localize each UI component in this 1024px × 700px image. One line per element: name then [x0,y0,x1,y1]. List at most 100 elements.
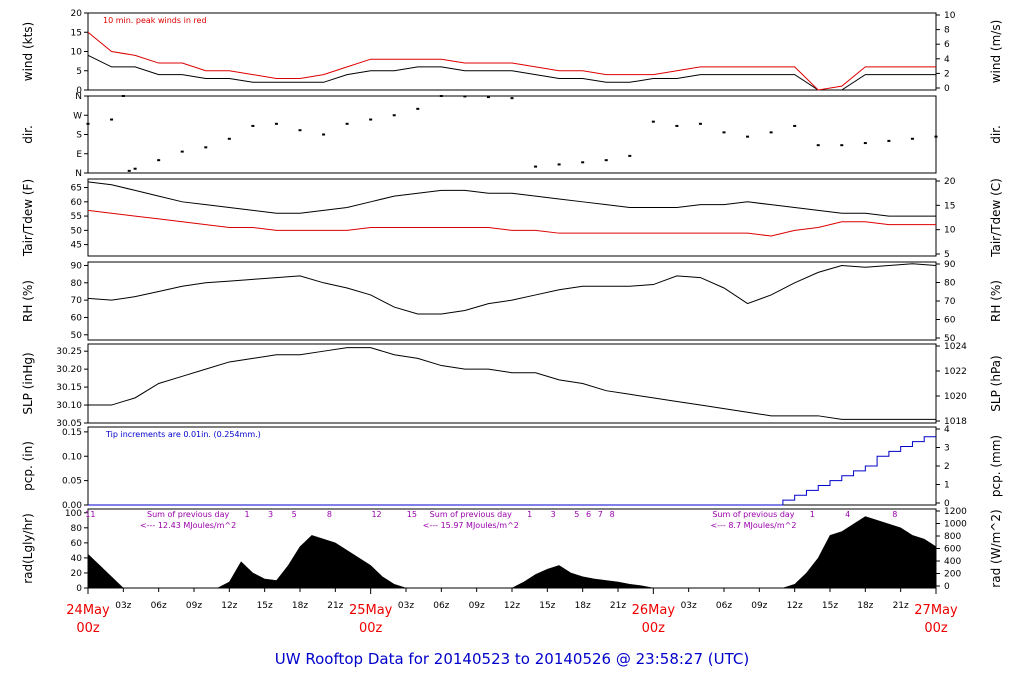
x-tick-label: 18z [857,601,873,611]
dir-point [581,161,585,164]
x-date-sub-label: 00z [76,621,100,636]
dir-point [887,139,891,142]
x-tick-label: 09z [469,601,485,611]
y-axis-label: dir. [21,125,35,144]
panel-pcp: 0.00 0.05 0.10 0.15 0 1 2 3 4 pcp. (in) pcp. (mm) T… [21,425,1003,511]
x-date-sub-label: 00z [359,621,383,636]
sun-hour-label: 5 [292,510,297,519]
y-right-tick-label: 2 [944,462,950,472]
x-tick-label: 18z [575,601,591,611]
y-right-tick-label: 6 [944,40,950,50]
x-tick-label: 21z [893,601,909,611]
dir-point [439,95,443,97]
dir-point [157,159,161,162]
y-right-tick-label: 1 [944,481,950,491]
x-tick-label: 15z [822,601,838,611]
dir-point [180,150,184,153]
dir-point [416,107,420,110]
y-axis-label: wind (kts) [21,22,35,81]
x-tick-label: 12z [504,601,520,611]
y-tick-label: 0.05 [62,477,82,487]
dir-point [463,95,467,98]
y-tick-label: 60 [71,313,83,323]
dir-point [910,137,914,140]
y-right-tick-label: 8 [944,26,950,36]
y-tick-label: 30.15 [56,383,82,393]
y-right-tick-label: 5 [944,250,950,260]
y-right-tick-label: 4 [944,425,950,435]
dir-point [298,129,302,132]
y-tick-label: 55 [71,212,82,222]
y-right-tick-label: 3 [944,444,950,454]
panel-annotation: Tip increments are 0.01in. (0.254mm.) [105,430,261,439]
x-date-sub-label: 00z [924,621,948,636]
y-tick-label: 45 [71,241,82,251]
y-tick-label: 0 [76,86,82,96]
series-RH [87,263,937,315]
y-axis-label: rad(Lgly/hr) [21,513,35,584]
dir-point [86,122,90,125]
y-tick-label: 30.25 [56,347,82,357]
y-right-tick-label: 2 [944,69,950,79]
y-right-tick-label: 80 [944,279,956,289]
panel-frame [87,178,937,257]
x-date-label: 25May [349,603,393,618]
y-axis-label: RH (%) [21,280,35,322]
y-tick-label: 50 [71,331,83,341]
panel-rad: 020406080100020040060080010001200rad(Lgl… [21,507,1003,594]
y-tick-label: 60 [71,198,83,208]
y-tick-label: 40 [71,554,83,564]
dir-point [863,142,867,145]
y-tick-label: E [76,150,82,160]
y-tick-label: W [73,111,82,121]
dir-point [675,124,679,127]
y-right-tick-label: 0 [944,582,950,592]
y-axis-label-right: Tair/Tdew (C) [989,178,1003,258]
chart-title: UW Rooftop Data for 20140523 to 20140526… [274,650,750,668]
y-tick-label: 80 [71,279,83,289]
dir-point [510,97,514,100]
dir-point [604,159,608,162]
panel-frame [87,343,937,424]
dir-point [557,163,561,166]
y-tick-label: N [75,169,82,179]
dir-point [628,154,632,157]
y-tick-label: 65 [71,184,82,194]
sun-hour-label: 8 [610,510,615,519]
dir-point [534,165,538,168]
dir-point [121,95,125,97]
dir-point [769,131,773,134]
y-tick-label: 80 [71,524,83,534]
y-right-tick-label: 600 [944,545,961,555]
daily-sum-value: <--- 12.43 MJoules/m^2 [140,521,236,530]
y-axis-label-right: SLP (hPa) [989,355,1003,411]
y-right-tick-label: 1024 [944,342,967,352]
x-tick-label: 21z [327,601,343,611]
dir-point [392,114,396,117]
y-axis-label: SLP (inHg) [21,352,35,414]
y-axis-label-right: rad (W/m^2) [989,509,1003,587]
y-right-tick-label: 70 [944,297,956,307]
series-peak [87,31,936,91]
daily-sum-label: Sum of previous day [712,510,794,519]
daily-sum-value: <--- 8.7 MJoules/m^2 [710,521,796,530]
x-tick-label: 12z [221,601,237,611]
panel-rh: 50 60 70 80 90 50 60 70 80 90 RH (%) RH (%) [21,260,1003,344]
panel-temp: 45 50 55 60 65 5 10 15 20 Tair/Tdew (F) Tair/Tdew … [21,177,1003,260]
sun-hour-label: 11 [85,510,95,519]
sun-hour-label: 1 [810,510,815,519]
dir-point [369,118,373,121]
y-right-tick-label: 1022 [944,367,967,377]
y-tick-label: 20 [71,9,83,19]
panel-wind: 0 5 10 15 20 0 2 4 6 8 10 wind (kts) wind (m/s) 10 mi… [21,9,1003,96]
y-axis-label: Tair/Tdew (F) [21,179,35,257]
x-tick-label: 12z [787,601,803,611]
dir-point [274,122,278,125]
y-right-tick-label: 15 [944,201,955,211]
x-date-label: 27May [914,603,958,618]
y-tick-label: 30.10 [56,401,82,411]
y-right-tick-label: 10 [944,11,956,21]
y-tick-label: 90 [71,261,83,271]
series-rad [87,516,937,589]
